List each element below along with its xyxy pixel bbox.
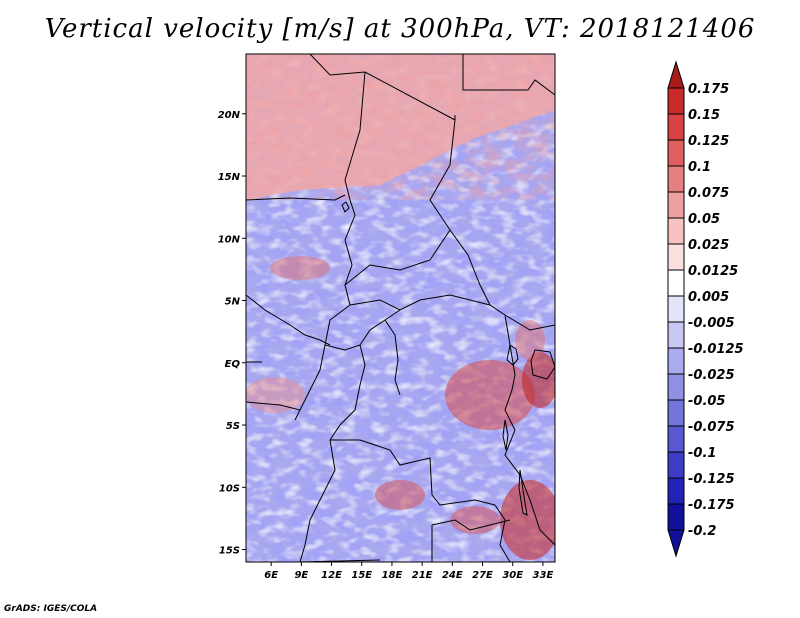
grads-credit: GrADS: IGES/COLA bbox=[4, 604, 98, 614]
colorbar-segment bbox=[667, 321, 685, 349]
colorbar-label: -0.005 bbox=[688, 316, 735, 331]
colorbar-segment bbox=[667, 243, 685, 271]
lon-tick-label: 9E bbox=[294, 570, 308, 581]
map-title: Vertical velocity [m/s] at 300hPa, VT: 2… bbox=[44, 14, 756, 44]
colorbar-bottom-arrow bbox=[667, 529, 685, 558]
longitude-axis: 6E 9E 12E 15E 18E 21E 24E 27E 30E 33E bbox=[264, 562, 553, 581]
colorbar-segment bbox=[667, 373, 685, 401]
colorbar-top-arrow bbox=[667, 60, 685, 89]
colorbar-label: -0.1 bbox=[688, 446, 716, 461]
colorbar-label: 0.125 bbox=[688, 134, 729, 149]
colorbar-label: -0.025 bbox=[688, 368, 735, 383]
lon-tick-label: 21E bbox=[412, 570, 433, 581]
colorbar-label: 0.0125 bbox=[688, 264, 738, 279]
colorbar-segment bbox=[667, 477, 685, 505]
colorbar-segment bbox=[667, 399, 685, 427]
colorbar-segment bbox=[667, 269, 685, 297]
lon-tick-label: 33E bbox=[533, 570, 554, 581]
lon-tick-label: 6E bbox=[264, 570, 278, 581]
lat-tick-label: EQ bbox=[225, 359, 241, 370]
colorbar-segment bbox=[667, 295, 685, 323]
velocity-field bbox=[246, 54, 555, 562]
colorbar-label: 0.15 bbox=[688, 108, 720, 123]
lon-tick-label: 15E bbox=[351, 570, 372, 581]
lat-tick-label: 10S bbox=[219, 483, 240, 494]
colorbar-label: -0.075 bbox=[688, 420, 735, 435]
colorbar-segment bbox=[667, 217, 685, 245]
colorbar-label: 0.005 bbox=[688, 290, 729, 305]
lon-tick-label: 27E bbox=[472, 570, 493, 581]
colorbar-segment bbox=[667, 425, 685, 453]
lon-tick-label: 18E bbox=[382, 570, 403, 581]
colorbar-label: 0.175 bbox=[688, 82, 729, 97]
colorbar-label: 0.05 bbox=[688, 212, 720, 227]
colorbar-segment bbox=[667, 347, 685, 375]
lat-tick-label: 10N bbox=[218, 234, 241, 245]
latitude-axis: 20N 15N 10N 5N EQ 5S 10S 15S bbox=[218, 110, 246, 557]
lon-tick-label: 30E bbox=[502, 570, 523, 581]
colorbar-segment bbox=[667, 451, 685, 479]
colorbar-segment bbox=[667, 165, 685, 193]
lon-tick-label: 12E bbox=[321, 570, 342, 581]
colorbar-segment bbox=[667, 191, 685, 219]
colorbar-segment bbox=[667, 113, 685, 141]
lat-tick-label: 5S bbox=[226, 421, 240, 432]
colorbar-label: -0.2 bbox=[688, 524, 716, 539]
lat-tick-label: 15N bbox=[218, 172, 241, 183]
lon-tick-label: 24E bbox=[442, 570, 463, 581]
colorbar-label: -0.125 bbox=[688, 472, 735, 487]
colorbar-segment bbox=[667, 139, 685, 167]
colorbar-label: -0.0125 bbox=[688, 342, 744, 357]
map-frame bbox=[245, 53, 556, 563]
colorbar-segment bbox=[667, 87, 685, 115]
colorbar: 0.175 0.15 0.125 0.1 0.075 0.05 0.025 0.0125 0.0… bbox=[667, 60, 744, 558]
colorbar-label: 0.1 bbox=[688, 160, 711, 175]
lat-tick-label: 20N bbox=[218, 110, 241, 121]
lat-tick-label: 15S bbox=[219, 546, 240, 557]
colorbar-label: 0.025 bbox=[688, 238, 729, 253]
colorbar-label: -0.175 bbox=[688, 498, 735, 513]
colorbar-label: -0.05 bbox=[688, 394, 725, 409]
lat-tick-label: 5N bbox=[225, 297, 241, 308]
colorbar-segment bbox=[667, 503, 685, 531]
colorbar-label: 0.075 bbox=[688, 186, 729, 201]
